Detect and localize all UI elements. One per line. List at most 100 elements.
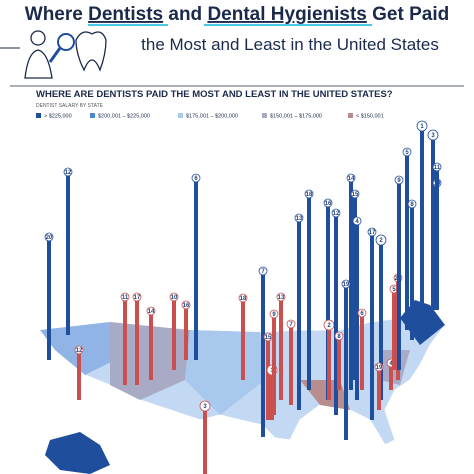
spike [77, 354, 81, 400]
spike [241, 302, 245, 380]
spike [349, 182, 353, 390]
rank-badge [357, 308, 367, 318]
spike [261, 275, 265, 437]
rank-label: 12 [76, 348, 83, 354]
title-line2: the Most and Least in the United States [141, 35, 439, 54]
rank-label: 10 [171, 295, 178, 301]
rank-label: 14 [148, 309, 155, 315]
rank-label: 9 [272, 312, 276, 318]
rank-label: 2 [379, 238, 383, 244]
title-part: Get Paid [367, 4, 449, 25]
spike [326, 207, 330, 400]
spike [431, 140, 435, 310]
rank-badge [169, 292, 179, 302]
spike [379, 245, 383, 400]
legend: > $225,000 $200,001 – $225,000 $175,001 – … [36, 113, 384, 120]
rank-badge [44, 232, 54, 242]
rank-label: 16 [183, 303, 190, 309]
rank-label: 17 [369, 230, 376, 236]
spike [172, 301, 176, 370]
rank-badge [294, 213, 304, 223]
legend-swatch [348, 113, 353, 118]
rank-badge [181, 300, 191, 310]
spike [405, 156, 409, 330]
spike [307, 198, 311, 390]
rank-badge [132, 292, 142, 302]
title-part: Dentists [88, 4, 163, 25]
rank-badge [374, 362, 384, 372]
rank-badge [427, 129, 439, 141]
title-part: Where [25, 4, 88, 25]
rank-label: 12 [65, 170, 72, 176]
rank-label: 1 [420, 124, 424, 130]
rank-label: 7 [289, 322, 293, 328]
rank-label: 9 [397, 178, 401, 184]
spike [389, 367, 393, 390]
spike [327, 330, 331, 400]
spike [135, 301, 139, 385]
title-part: and [163, 4, 207, 25]
spike [123, 301, 127, 385]
legend-swatch [36, 113, 41, 118]
legend-swatch [178, 113, 183, 118]
spike [289, 328, 293, 405]
rank-badge [286, 319, 296, 329]
spike [47, 241, 51, 360]
rank-label: 15 [265, 335, 272, 341]
rank-badge [346, 173, 356, 183]
legend-label: $150,001 – $175,000 [270, 114, 322, 120]
rank-badge [323, 198, 333, 208]
spike [66, 176, 70, 335]
rank-label: 3 [431, 133, 435, 139]
rank-badge [199, 400, 211, 412]
spike [272, 318, 276, 415]
rank-badge [350, 189, 360, 199]
chart-subheading: DENTIST SALARY BY STATE [36, 103, 104, 109]
rank-label: 11 [122, 295, 129, 301]
rank-label: 3 [203, 404, 207, 410]
rank-label: 4 [389, 361, 393, 367]
rank-label: 2 [327, 323, 331, 329]
rank-badge [432, 162, 442, 172]
rank-badge [331, 208, 341, 218]
legend-label: $200,001 – $225,000 [98, 114, 150, 120]
spike [337, 340, 341, 390]
rank-label: 18 [306, 192, 313, 198]
legend-swatch [262, 113, 267, 118]
rank-badge [63, 167, 73, 177]
rank-label: 13 [278, 295, 285, 301]
spike [377, 371, 381, 410]
title-part: Dental Hygienists [207, 4, 366, 25]
rank-label: 6 [360, 311, 364, 317]
rank-label: 6 [194, 176, 198, 182]
spike [149, 315, 153, 380]
legend-label: < $150,001 [356, 114, 384, 120]
rank-badge [402, 147, 412, 157]
spike [297, 222, 301, 410]
legend-swatch [90, 113, 95, 118]
spike [334, 217, 338, 415]
rank-badge [146, 306, 156, 316]
spike [266, 341, 270, 420]
rank-label: 15 [352, 192, 359, 198]
rank-badge [416, 120, 428, 132]
rank-badge [74, 345, 84, 355]
rank-badge [367, 227, 377, 237]
rank-label: 5 [392, 287, 396, 293]
rank-badge [341, 279, 351, 289]
rank-label: 19 [376, 365, 383, 371]
rank-label: 19 [343, 282, 350, 288]
spike [392, 293, 396, 370]
rank-badge [258, 266, 268, 276]
spike [360, 317, 364, 390]
rank-label: 11 [434, 165, 441, 171]
rank-label: 5 [405, 150, 409, 156]
rank-label: 16 [325, 201, 332, 207]
spike [184, 309, 188, 360]
rank-badge [334, 331, 344, 341]
rank-badge [394, 175, 404, 185]
rank-badge [352, 216, 362, 226]
spike [435, 171, 439, 310]
rank-label: 8 [410, 202, 414, 208]
